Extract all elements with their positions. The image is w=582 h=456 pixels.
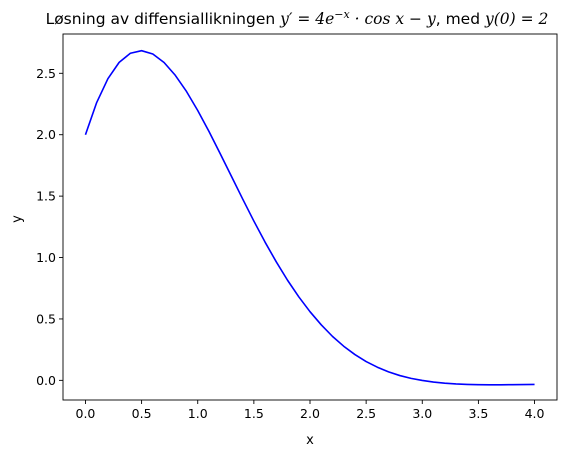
x-tick-label: 0.0 [76,406,96,421]
y-tick-label: 2.0 [36,127,56,142]
x-axis-label: x [306,433,314,448]
plot-area: 0.0 0.5 1.0 1.5 2.0 2.5 3.0 3.5 4.0 0.0 0.5 1.0 1.5 2… [36,33,558,421]
x-tick-label: 3.5 [468,406,488,421]
x-tick-label: 2.5 [356,406,376,421]
y-tick-label: 1.0 [36,250,56,265]
x-tick-label: 1.0 [188,406,208,421]
y-tick-label: 2.5 [36,66,56,81]
x-tick-label: 0.5 [132,406,152,421]
y-tick-label: 1.5 [36,189,56,204]
x-tick-label: 1.5 [244,406,264,421]
series-line-0 [84,49,535,386]
x-tick-label: 2.0 [300,406,320,421]
x-tick-label: 3.0 [412,406,432,421]
y-tick-label: 0.5 [36,311,56,326]
y-axis-label: y [10,215,25,223]
chart-title: Løsning av diffensiallikningen y′ = 4e−x… [46,8,549,28]
x-tick-label: 4.0 [525,406,545,421]
y-tick-label: 0.0 [36,373,56,388]
